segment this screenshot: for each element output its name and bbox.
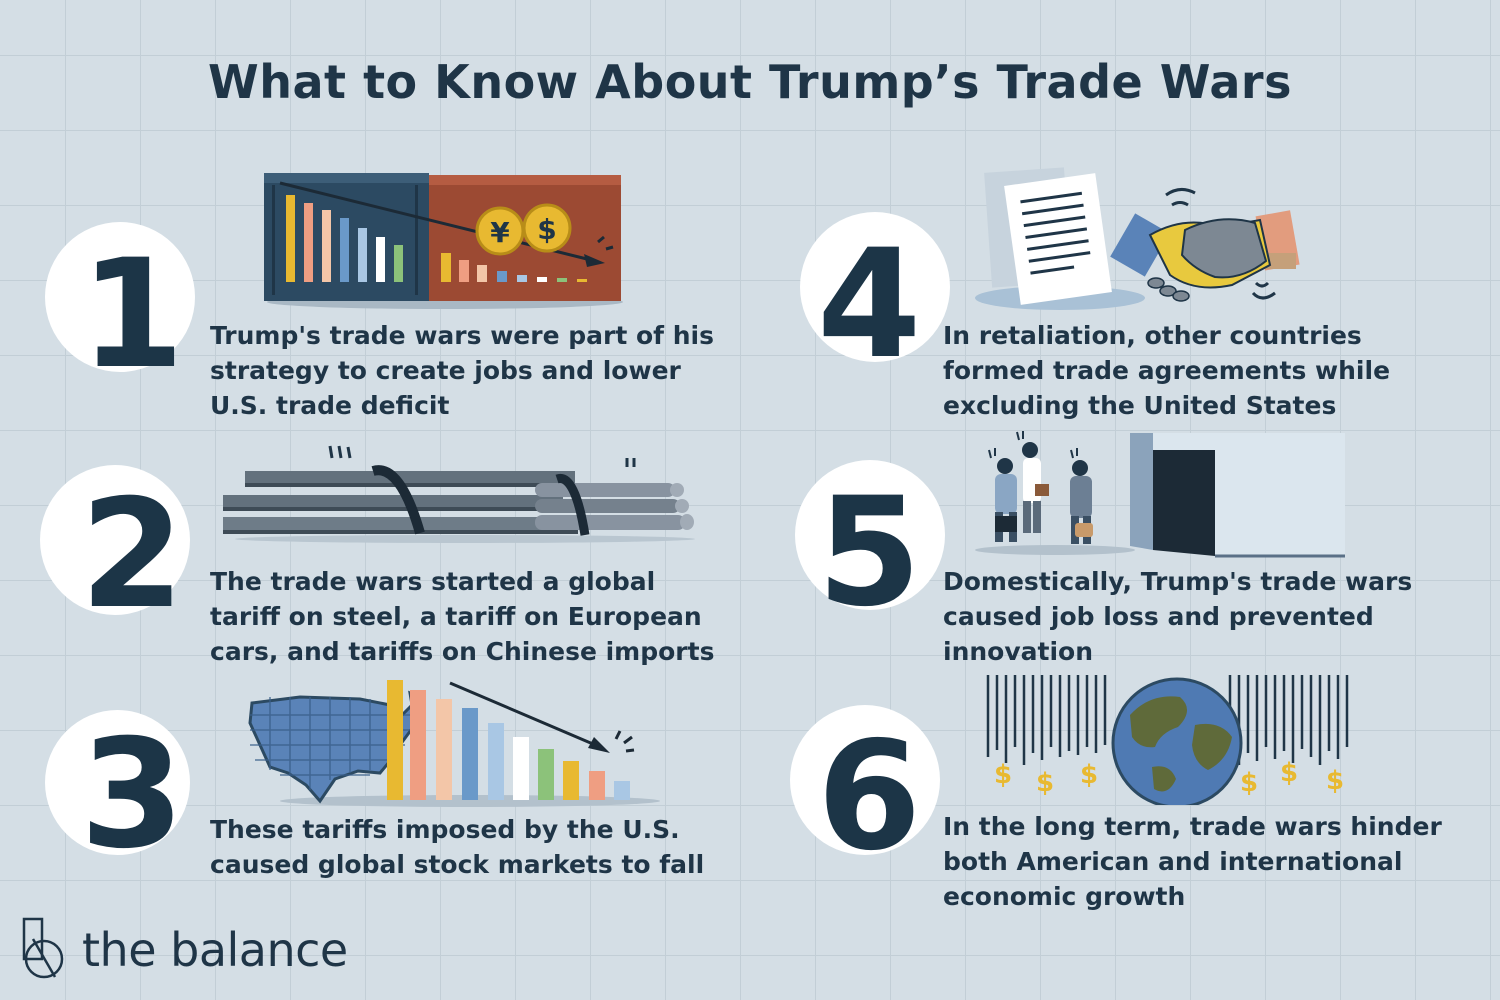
number-2-backdrop (40, 465, 190, 615)
dollar-symbol: $ (537, 213, 556, 246)
number-6-backdrop (790, 705, 940, 855)
dollar-sign-3: $ (1080, 760, 1098, 790)
global-economy-globe-illustration: $ $ $ $ $ $ (986, 675, 1349, 805)
yen-symbol: ¥ (490, 216, 510, 249)
number-3: 3 (80, 708, 185, 882)
stock-market-map-chart-illustration (248, 680, 660, 807)
item-1-text: Trump's trade wars were part of his stra… (210, 321, 714, 420)
item-2-text: The trade wars started a global tariff o… (210, 567, 715, 666)
number-4: 4 (817, 218, 922, 392)
number-1: 1 (80, 228, 185, 402)
shipping-containers-illustration: ¥ $ (264, 173, 623, 309)
brand-logo[interactable]: the balance (20, 915, 348, 985)
dollar-sign-5: $ (1280, 758, 1298, 788)
number-5-backdrop (795, 460, 945, 610)
job-loss-workers-illustration (975, 431, 1345, 558)
number-6: 6 (817, 710, 922, 884)
number-1-backdrop (45, 222, 195, 372)
number-2: 2 (80, 468, 185, 642)
the-balance-logo-icon (22, 917, 64, 979)
dollar-sign-4: $ (1240, 768, 1258, 798)
number-4-backdrop (800, 212, 950, 362)
steel-beams-illustration (223, 445, 695, 543)
dollar-sign-1: $ (994, 760, 1012, 790)
item-3-text: These tariffs imposed by the U.S. caused… (210, 815, 705, 879)
dollar-sign-2: $ (1036, 768, 1054, 798)
trade-agreement-handshake-illustration (975, 167, 1300, 310)
brand-name: the balance (82, 923, 348, 977)
item-4-text: In retaliation, other countries formed t… (943, 321, 1391, 420)
number-5: 5 (817, 466, 922, 640)
dollar-sign-6: $ (1326, 766, 1344, 796)
item-6-text: In the long term, trade wars hinder both… (943, 812, 1442, 911)
number-3-backdrop (45, 710, 190, 855)
item-5-text: Domestically, Trump's trade wars caused … (943, 567, 1413, 666)
page-title: What to Know About Trump’s Trade Wars (208, 55, 1292, 109)
